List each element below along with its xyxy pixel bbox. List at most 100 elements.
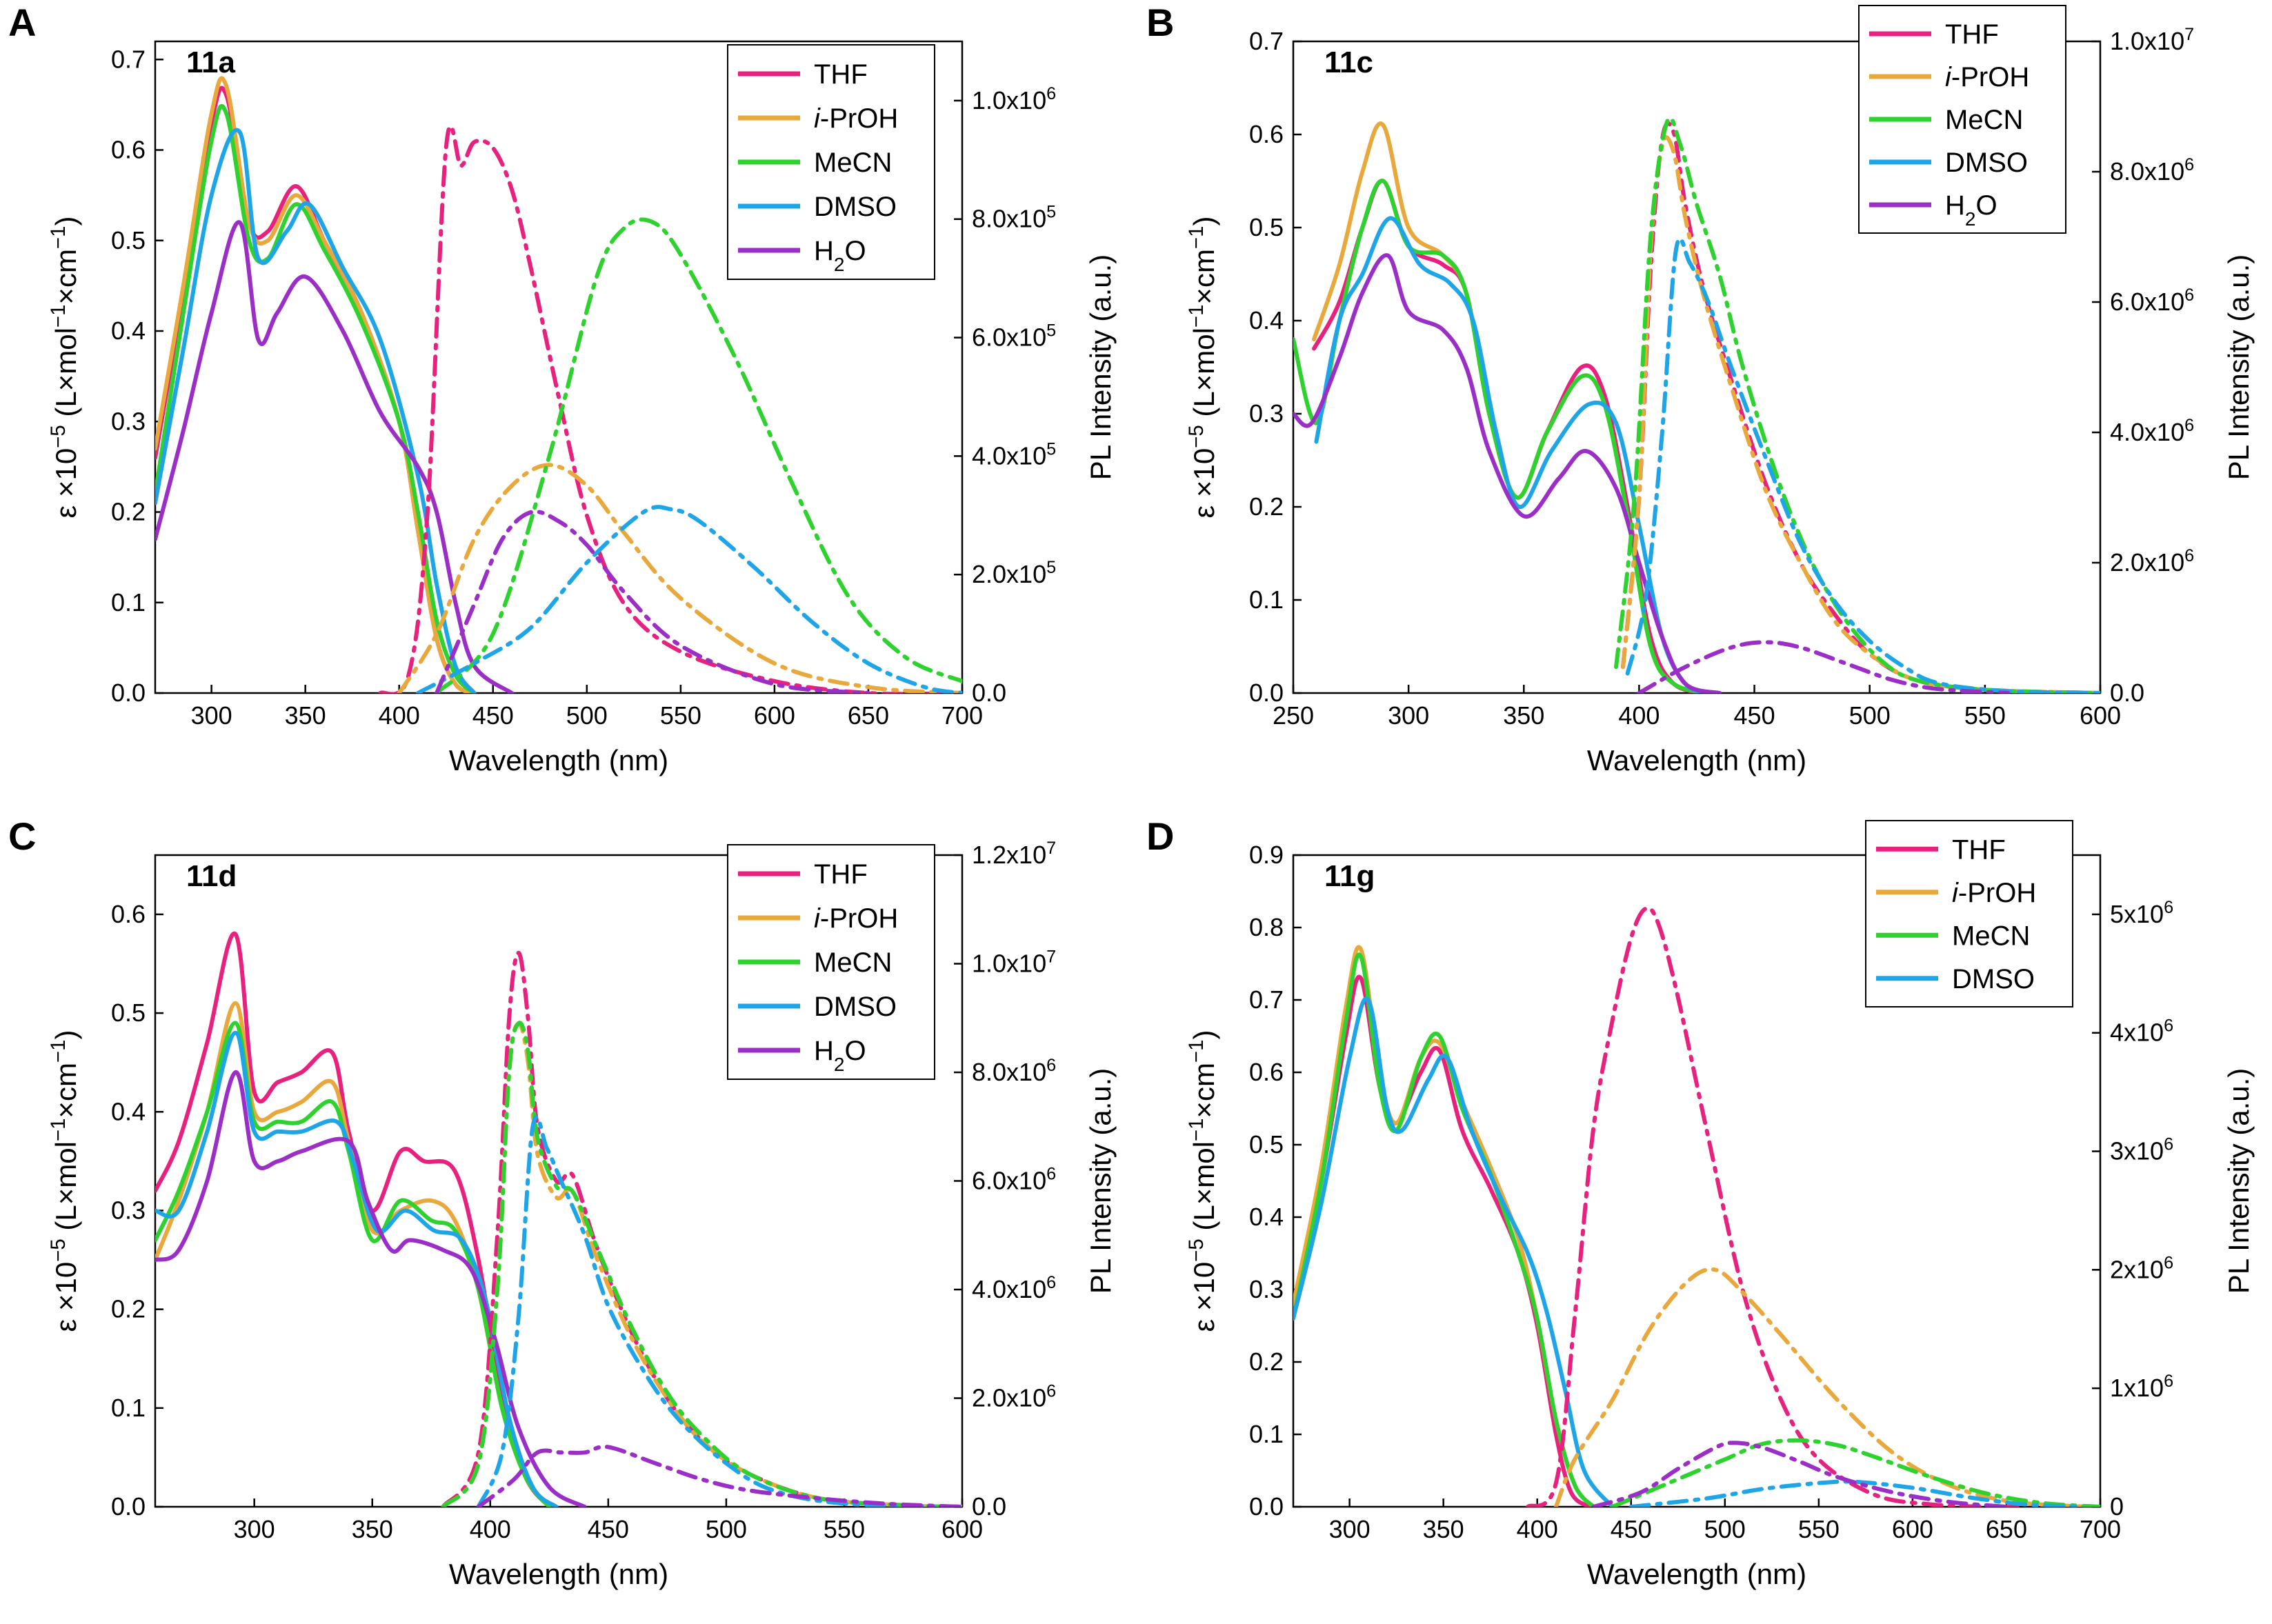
x-axis-label: Wavelength (nm) — [449, 1558, 668, 1590]
x-tick-label: 350 — [352, 1515, 393, 1543]
x-tick-label: 650 — [1986, 1515, 2027, 1543]
legend: THF i-PrOH MeCN DMSO H2O — [727, 44, 935, 280]
series-dmso-abs — [155, 128, 477, 693]
y2-tick-label: 4x106 — [2110, 1016, 2173, 1047]
x-tick-label: 350 — [1423, 1515, 1464, 1543]
legend-label: THF — [1952, 834, 2006, 865]
y2-tick-label: 8.0x105 — [972, 203, 1056, 233]
compound-label: 11c — [1324, 46, 1373, 79]
series-group — [1293, 116, 2100, 693]
series-h2o-abs — [155, 1070, 587, 1507]
series-dmso-pl — [1625, 237, 2100, 693]
y-tick-label: 0.1 — [1249, 1420, 1284, 1448]
y-tick-label: 0.7 — [1249, 985, 1284, 1014]
y-tick-label: 0.3 — [111, 1196, 146, 1224]
x-tick-label: 300 — [1388, 701, 1429, 730]
y-tick-label: 0.0 — [1249, 1492, 1284, 1521]
panel-c: C 11d 300 350 400 450 500 550 600 0.0 0.1 0.2 0.3 0.4… — [0, 814, 1131, 1624]
x-tick-label: 600 — [2080, 701, 2121, 730]
series-h2o-pl — [476, 1444, 962, 1507]
legend-label: i-PrOH — [1945, 62, 2029, 92]
series-i-proh-pl — [397, 463, 962, 693]
series-mecn-pl — [435, 217, 962, 693]
x-tick-label: 400 — [470, 1515, 511, 1543]
legend: THF i-PrOH MeCN DMSO H2O — [727, 844, 935, 1080]
legend-label: DMSO — [814, 992, 897, 1022]
series-group — [155, 931, 962, 1507]
y-tick-label: 0.8 — [1249, 913, 1284, 941]
x-tick-label: 700 — [941, 701, 983, 730]
compound-label: 11g — [1324, 859, 1375, 893]
panel-letter: B — [1146, 1, 1174, 44]
y-axis-label: ε ×10−5 (L×mol−1×cm−1) — [47, 217, 83, 519]
y-tick-label: 0.0 — [111, 679, 146, 707]
x-tick-label: 450 — [1611, 1515, 1652, 1543]
legend: THF i-PrOH MeCN DMSO H2O — [1858, 5, 2066, 234]
y2-tick-label: 6.0x105 — [972, 321, 1056, 352]
series-group — [155, 76, 962, 693]
x-tick-label: 300 — [234, 1515, 275, 1543]
y-tick-label: 0.3 — [111, 407, 146, 435]
x-tick-label: 500 — [566, 701, 608, 730]
legend-label: MeCN — [1952, 921, 2030, 951]
x-tick-label: 550 — [660, 701, 701, 730]
panel-letter: A — [8, 1, 36, 44]
y-tick-label: 0.4 — [111, 1097, 146, 1125]
y2-tick-label: 1.0x106 — [972, 84, 1056, 114]
y-tick-label: 0.4 — [1249, 306, 1284, 334]
legend-label: THF — [814, 859, 868, 890]
series-h2o-pl — [1637, 640, 2011, 693]
series-h2o-abs — [155, 220, 514, 693]
y-tick-label: 0.2 — [1249, 1347, 1284, 1376]
y-tick-label: 0.2 — [1249, 492, 1284, 521]
y2-tick-label: 4.0x106 — [2110, 416, 2194, 446]
series-mecn-pl — [1614, 116, 2100, 693]
y-tick-label: 0.6 — [111, 136, 146, 164]
legend-label: H2O — [814, 1036, 866, 1075]
y2-tick-label: 8.0x106 — [972, 1056, 1056, 1086]
compound-label: 11a — [186, 46, 236, 79]
y-tick-label: 0.6 — [111, 900, 146, 928]
y2-tick-label: 2x106 — [2110, 1253, 2173, 1283]
compound-label: 11d — [186, 859, 237, 893]
panel-a: A 11a 300 350 400 450 500 550 600 650 700 0.0 0.1 0.2… — [0, 0, 1131, 810]
series-thf-pl — [378, 124, 962, 693]
y-tick-label: 0.6 — [1249, 1058, 1284, 1086]
series-dmso-abs — [155, 1030, 559, 1507]
legend-label: H2O — [1945, 190, 1997, 230]
legend-label: MeCN — [814, 948, 892, 978]
series-mecn-pl — [441, 1021, 962, 1507]
y2-axis-label: PL Intensity (a.u.) — [1084, 1068, 1117, 1294]
y2-tick-label: 0 — [2110, 1492, 2124, 1521]
legend-label: H2O — [814, 236, 866, 275]
series-group — [1293, 905, 2100, 1507]
x-axis-label: Wavelength (nm) — [1587, 744, 1806, 776]
x-tick-label: 600 — [941, 1515, 983, 1543]
x-tick-label: 350 — [1503, 701, 1544, 730]
y2-tick-label: 2.0x106 — [2110, 546, 2194, 577]
y-tick-label: 0.0 — [111, 1492, 146, 1521]
x-tick-label: 400 — [1517, 1515, 1558, 1543]
series-dmso-pl — [415, 505, 962, 693]
y-tick-label: 0.7 — [1249, 27, 1284, 55]
legend-label: i-PrOH — [1952, 878, 2036, 908]
legend-label: MeCN — [814, 148, 892, 178]
y2-axis-label: PL Intensity (a.u.) — [2222, 1068, 2255, 1294]
plot-frame — [154, 40, 964, 694]
y-tick-label: 0.1 — [111, 588, 146, 616]
y-axis-label: ε ×10−5 (L×mol−1×cm−1) — [47, 1030, 83, 1332]
series-i-proh-abs — [1293, 945, 1596, 1507]
legend-label: MeCN — [1945, 105, 2023, 135]
legend-label: THF — [1945, 19, 1999, 50]
y2-tick-label: 5x106 — [2110, 898, 2173, 928]
y-tick-label: 0.0 — [1249, 679, 1284, 707]
y-tick-label: 0.2 — [111, 498, 146, 526]
x-tick-label: 550 — [824, 1515, 865, 1543]
x-tick-label: 300 — [1329, 1515, 1371, 1543]
panel-b: B 11c 250 300 350 400 450 500 550 600 0.0 0.1 0.2 0.3… — [1138, 0, 2269, 810]
x-tick-label: 450 — [472, 701, 514, 730]
y2-tick-label: 3x106 — [2110, 1135, 2173, 1165]
y2-tick-label: 1x106 — [2110, 1372, 2173, 1402]
x-tick-label: 550 — [1798, 1515, 1840, 1543]
